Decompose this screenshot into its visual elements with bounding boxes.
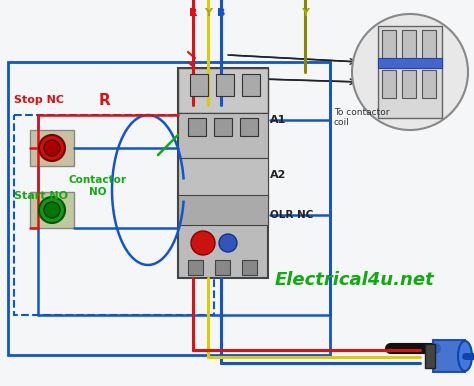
Text: A1: A1 xyxy=(270,115,286,125)
Bar xyxy=(215,260,230,275)
Bar xyxy=(242,260,257,275)
Ellipse shape xyxy=(458,341,472,371)
Bar xyxy=(382,70,396,98)
Bar xyxy=(8,62,330,355)
Text: Y: Y xyxy=(301,8,309,18)
Bar xyxy=(433,340,465,372)
Bar xyxy=(178,158,268,198)
Bar xyxy=(30,130,74,166)
Text: Start NO: Start NO xyxy=(14,191,68,201)
Bar xyxy=(14,115,214,315)
Circle shape xyxy=(44,202,60,218)
Bar xyxy=(178,113,268,158)
Text: OLR NC: OLR NC xyxy=(270,210,313,220)
Circle shape xyxy=(352,14,468,130)
Text: Contactor
NO: Contactor NO xyxy=(69,175,127,197)
Circle shape xyxy=(39,135,65,161)
Bar xyxy=(188,118,206,136)
Text: Y: Y xyxy=(204,8,212,18)
Bar xyxy=(382,30,396,58)
Bar xyxy=(178,68,268,113)
Bar xyxy=(188,260,203,275)
Text: Electrical4u.net: Electrical4u.net xyxy=(275,271,435,289)
Bar xyxy=(240,118,258,136)
Text: B: B xyxy=(217,8,225,18)
Bar xyxy=(30,192,74,228)
Circle shape xyxy=(191,231,215,255)
Bar xyxy=(178,68,268,198)
Bar xyxy=(422,70,436,98)
Bar xyxy=(178,195,268,278)
Bar xyxy=(178,195,268,225)
Text: A2: A2 xyxy=(270,170,286,180)
Circle shape xyxy=(44,140,60,156)
Text: R: R xyxy=(189,8,197,18)
Bar xyxy=(402,70,416,98)
Text: Stop NC: Stop NC xyxy=(14,95,64,105)
Bar xyxy=(402,30,416,58)
Circle shape xyxy=(39,197,65,223)
Bar xyxy=(242,74,260,96)
Text: R: R xyxy=(99,93,111,108)
Bar xyxy=(425,344,435,368)
Bar xyxy=(378,58,442,68)
Bar xyxy=(378,26,442,118)
Bar xyxy=(422,30,436,58)
Circle shape xyxy=(219,234,237,252)
Bar xyxy=(216,74,234,96)
Bar xyxy=(190,74,208,96)
Bar xyxy=(214,118,232,136)
Text: To contactor
coil: To contactor coil xyxy=(334,108,390,127)
